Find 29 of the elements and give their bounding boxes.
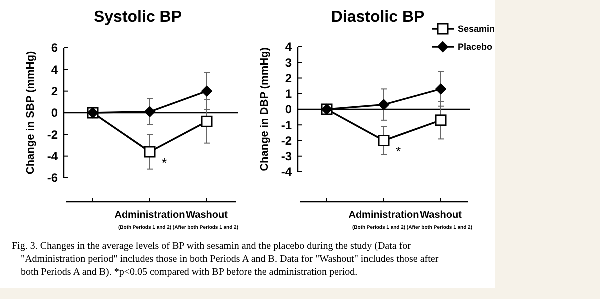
y-tick-label: 2 [285, 71, 292, 86]
y-tick-label: -6 [47, 171, 58, 186]
chart-title: Diastolic BP [331, 9, 426, 26]
y-tick-label: 4 [51, 62, 58, 77]
caption: Fig. 3. Changes in the average levels of BP with sesamin and the placebo during the study (Data for "Administration period" includes those in both Periods A and B. Data for "Washout" includes those after both Periods A and B). *p<0.05 compared with BP before the administration period. [12, 241, 440, 278]
y-tick-label: -4 [281, 165, 292, 180]
y-tick-label: 0 [51, 106, 58, 120]
y-tick-label: -4 [47, 150, 58, 164]
y-tick-label: -2 [281, 134, 292, 148]
x-tick-label: Washout [186, 210, 229, 221]
x-tick-label: Washout [420, 210, 463, 221]
annotation: * [162, 155, 168, 170]
y-axis-title: Change in SBP (mmHg) [25, 51, 37, 175]
y-tick-label: 3 [285, 56, 292, 70]
x-tick-label: Administration [114, 210, 186, 221]
chart-title: Systolic BP [94, 9, 182, 26]
legend-label: Sesamin [458, 24, 496, 34]
legend-label: Placebo [458, 42, 494, 52]
y-tick-label: 0 [285, 102, 292, 117]
annotation: * [396, 144, 402, 160]
y-tick-label: -1 [281, 118, 292, 132]
y-tick-label: -3 [281, 150, 292, 164]
x-tick-label: Administration [348, 210, 420, 221]
y-axis-title: Change in DBP (mmHg) [259, 47, 271, 172]
y-tick-label: 2 [51, 84, 58, 99]
y-tick-label: -2 [47, 128, 58, 142]
y-tick-label: 4 [285, 40, 292, 54]
y-tick-label: 6 [51, 41, 58, 56]
y-tick-label: 1 [285, 87, 292, 102]
